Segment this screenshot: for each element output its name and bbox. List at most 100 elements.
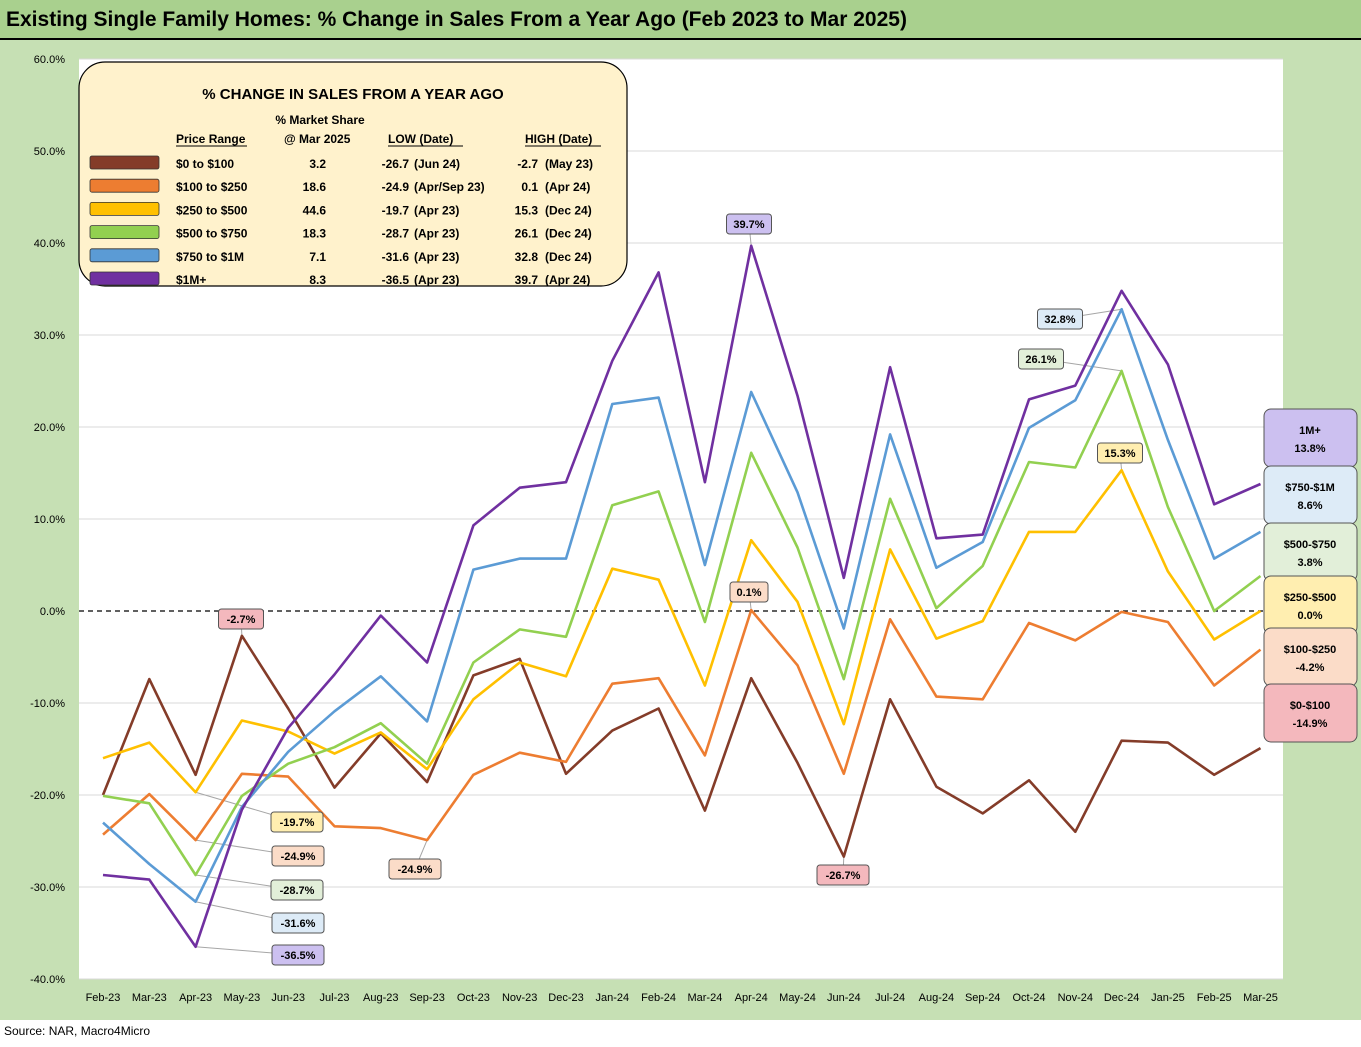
legend-range: $500 to $750: [176, 227, 248, 241]
data-callout: 32.8%: [1037, 308, 1083, 330]
y-tick-label: 0.0%: [40, 606, 65, 618]
end-label-name: $0-$100: [1290, 700, 1330, 712]
legend-header: @ Mar 2025: [284, 132, 351, 146]
legend-range: $0 to $100: [176, 157, 234, 171]
legend-low-date: (Apr 23): [414, 203, 459, 217]
data-callout: 0.1%: [729, 581, 769, 603]
callout-box: [270, 811, 324, 833]
legend-low-date: (Apr/Sep 23): [414, 180, 485, 194]
legend-high-date: (May 23): [545, 157, 593, 171]
end-label-name: $500-$750: [1284, 539, 1337, 551]
x-tick-label: Jan-25: [1151, 992, 1185, 1004]
x-tick-label: Dec-23: [548, 992, 583, 1004]
end-label-value: 0.0%: [1297, 610, 1322, 622]
data-callout: -24.9%: [388, 858, 442, 880]
y-tick-label: -20.0%: [30, 790, 65, 802]
x-tick-label: Mar-23: [132, 992, 167, 1004]
legend-range: $100 to $250: [176, 180, 248, 194]
x-tick-label: Aug-23: [363, 992, 398, 1004]
legend-header: HIGH (Date): [525, 132, 592, 146]
legend-high: 26.1: [515, 227, 539, 241]
end-label-value: -14.9%: [1293, 718, 1328, 730]
callout-box: [388, 858, 442, 880]
legend-high-date: (Apr 24): [545, 180, 590, 194]
data-callout: 26.1%: [1018, 348, 1064, 370]
end-label-value: -4.2%: [1296, 662, 1325, 674]
legend-high-date: (Apr 24): [545, 273, 590, 287]
legend-swatch: [89, 225, 160, 240]
x-tick-label: Jul-23: [320, 992, 350, 1004]
x-tick-label: Jun-23: [271, 992, 305, 1004]
data-callout: -24.9%: [271, 845, 325, 867]
x-tick-label: May-23: [224, 992, 261, 1004]
legend-high-date: (Dec 24): [545, 250, 592, 264]
legend-low: -28.7: [382, 227, 410, 241]
series-line-s1: [102, 608, 1262, 842]
legend-low: -31.6: [382, 250, 410, 264]
series-line-s3: [102, 369, 1262, 877]
data-callout: -31.6%: [271, 912, 325, 934]
legend-header: LOW (Date): [388, 132, 453, 146]
y-tick-label: -30.0%: [30, 882, 65, 894]
legend-low-date: (Apr 23): [414, 227, 459, 241]
callout-box: [271, 845, 325, 867]
data-callout: -26.7%: [816, 864, 870, 886]
legend-high: 32.8: [515, 250, 539, 264]
x-tick-label: Mar-24: [687, 992, 722, 1004]
x-tick-label: Nov-23: [502, 992, 537, 1004]
legend-swatch: [89, 155, 160, 170]
callout-text: 39.7%: [733, 219, 764, 231]
legend-high: 0.1: [521, 180, 538, 194]
callout-text: -36.5%: [281, 950, 316, 962]
end-label-box: [1263, 522, 1358, 582]
source-note: Source: NAR, Macro4Micro: [4, 1024, 151, 1038]
end-label-name: $750-$1M: [1285, 482, 1335, 494]
data-callout: -36.5%: [271, 944, 325, 966]
y-tick-label: 30.0%: [34, 330, 65, 342]
x-tick-label: Feb-25: [1197, 992, 1232, 1004]
callout-box: [726, 213, 772, 235]
callout-text: -24.9%: [281, 851, 316, 863]
legend-low-date: (Apr 23): [414, 273, 459, 287]
end-label: $250-$500 0.0%: [1263, 575, 1358, 635]
callout-text: 0.1%: [736, 587, 761, 599]
callout-text: -24.9%: [398, 864, 433, 876]
legend-high: 39.7: [515, 273, 539, 287]
legend-high-date: (Dec 24): [545, 203, 592, 217]
end-label-name: $100-$250: [1284, 644, 1337, 656]
end-label: $0-$100 -14.9%: [1263, 683, 1358, 743]
callout-box: [1097, 442, 1143, 464]
chart-svg: 60.0% 50.0% 40.0% 30.0% 20.0% 10.0% 0.0% -10.0%…: [30, 54, 1358, 1004]
data-callout: -28.7%: [270, 879, 324, 901]
x-tick-label: Feb-23: [86, 992, 121, 1004]
x-tick-label: Oct-24: [1012, 992, 1045, 1004]
chart-title: Existing Single Family Homes: % Change i…: [6, 8, 907, 31]
end-label-box: [1263, 575, 1358, 635]
y-tick-label: 40.0%: [34, 238, 65, 250]
x-tick-label: Mar-25: [1243, 992, 1278, 1004]
end-label: $750-$1M 8.6%: [1263, 465, 1358, 525]
legend-high-date: (Dec 24): [545, 227, 592, 241]
legend-low: -26.7: [382, 157, 410, 171]
end-label: $100-$250 -4.2%: [1263, 627, 1358, 687]
legend-table: % CHANGE IN SALES FROM A YEAR AGO % Marke…: [78, 61, 628, 287]
legend-range: $1M+: [176, 273, 206, 287]
legend-high: -2.7: [517, 157, 538, 171]
legend-table-box: [78, 61, 628, 287]
legend-high: 15.3: [515, 203, 539, 217]
end-label-box: [1263, 683, 1358, 743]
x-tick-label: Jan-24: [595, 992, 629, 1004]
callout-text: -28.7%: [280, 885, 315, 897]
callout-text: -26.7%: [826, 870, 861, 882]
callout-text: -19.7%: [280, 817, 315, 829]
legend-share: 18.6: [303, 180, 327, 194]
legend-swatch: [89, 201, 160, 216]
end-label-value: 13.8%: [1294, 443, 1325, 455]
series-line-s4: [102, 307, 1262, 904]
y-tick-label: -40.0%: [30, 974, 65, 986]
end-label-value: 3.8%: [1297, 557, 1322, 569]
y-tick-label: 10.0%: [34, 514, 65, 526]
legend-header: Price Range: [176, 132, 246, 146]
x-tick-label: Jul-24: [875, 992, 905, 1004]
